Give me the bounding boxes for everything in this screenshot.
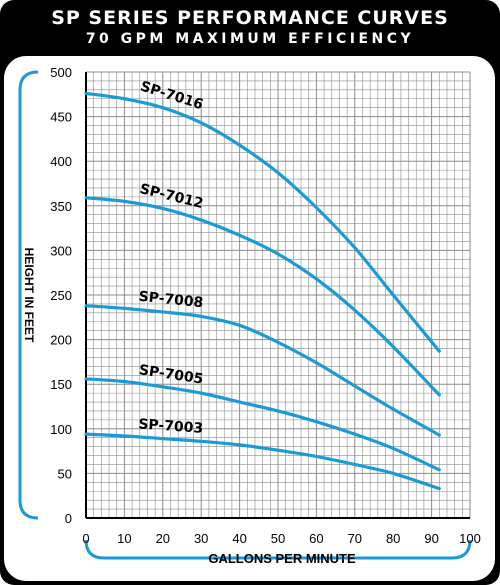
y-tick-label: 350	[50, 199, 72, 214]
tick-labels: 0 10 20 30 40 50 60 70 80 90 100 0 50 100 150 200 250 300…	[50, 65, 481, 546]
series-line	[84, 377, 441, 472]
chart-title: SP SERIES PERFORMANCE CURVES	[51, 7, 449, 29]
y-tick-label: 400	[50, 154, 72, 169]
x-tick-label: 80	[386, 531, 400, 546]
y-tick-label: 50	[58, 466, 72, 481]
series-line	[84, 196, 441, 397]
chart-subtitle: 70 GPM MAXIMUM EFFICIENCY	[85, 31, 415, 47]
x-tick-label: 50	[271, 531, 285, 546]
series	[84, 91, 441, 491]
series-label: SP-7012	[138, 181, 205, 212]
series-label: SP-7008	[138, 289, 204, 312]
series-label: SP-7016	[138, 79, 205, 114]
grid	[85, 71, 471, 519]
x-tick-label: 60	[309, 531, 323, 546]
y-tick-label: 300	[50, 243, 72, 258]
y-tick-label: 0	[65, 511, 72, 526]
x-tick-label: 0	[82, 531, 89, 546]
y-tick-label: 200	[50, 333, 72, 348]
series-line	[84, 304, 441, 437]
x-tick-label: 30	[194, 531, 208, 546]
x-axis-bracket	[84, 539, 472, 560]
y-axis-label: HEIGHT IN FEET	[22, 248, 36, 343]
series-line	[84, 91, 441, 353]
series-label: SP-7003	[138, 416, 204, 436]
x-tick-label: 70	[348, 531, 362, 546]
x-axis-label: GALLONS PER MINUTE	[208, 551, 356, 566]
y-tick-label: 450	[50, 110, 72, 125]
series-line	[84, 432, 441, 491]
y-tick-label: 500	[50, 65, 72, 80]
axis-brackets	[18, 70, 472, 560]
x-tick-label: 100	[459, 531, 481, 546]
x-tick-label: 90	[424, 531, 438, 546]
y-tick-label: 250	[50, 288, 72, 303]
x-tick-label: 40	[232, 531, 246, 546]
y-axis-bracket	[18, 70, 39, 520]
y-tick-label: 150	[50, 377, 72, 392]
x-tick-label: 20	[156, 531, 170, 546]
x-tick-label: 10	[117, 531, 131, 546]
axes	[85, 72, 470, 519]
y-tick-label: 100	[50, 422, 72, 437]
